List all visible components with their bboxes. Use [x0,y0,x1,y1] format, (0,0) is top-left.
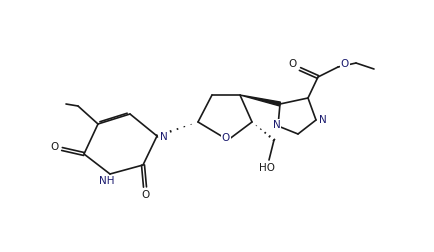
Polygon shape [240,95,280,106]
Text: N: N [319,115,326,125]
Text: O: O [141,190,150,200]
Text: O: O [340,59,349,69]
Text: N: N [160,132,168,142]
Text: HO: HO [258,163,274,173]
Text: O: O [288,59,296,69]
Text: O: O [221,133,230,143]
Text: NH: NH [99,176,115,186]
Text: N: N [273,120,280,130]
Text: O: O [51,142,59,152]
